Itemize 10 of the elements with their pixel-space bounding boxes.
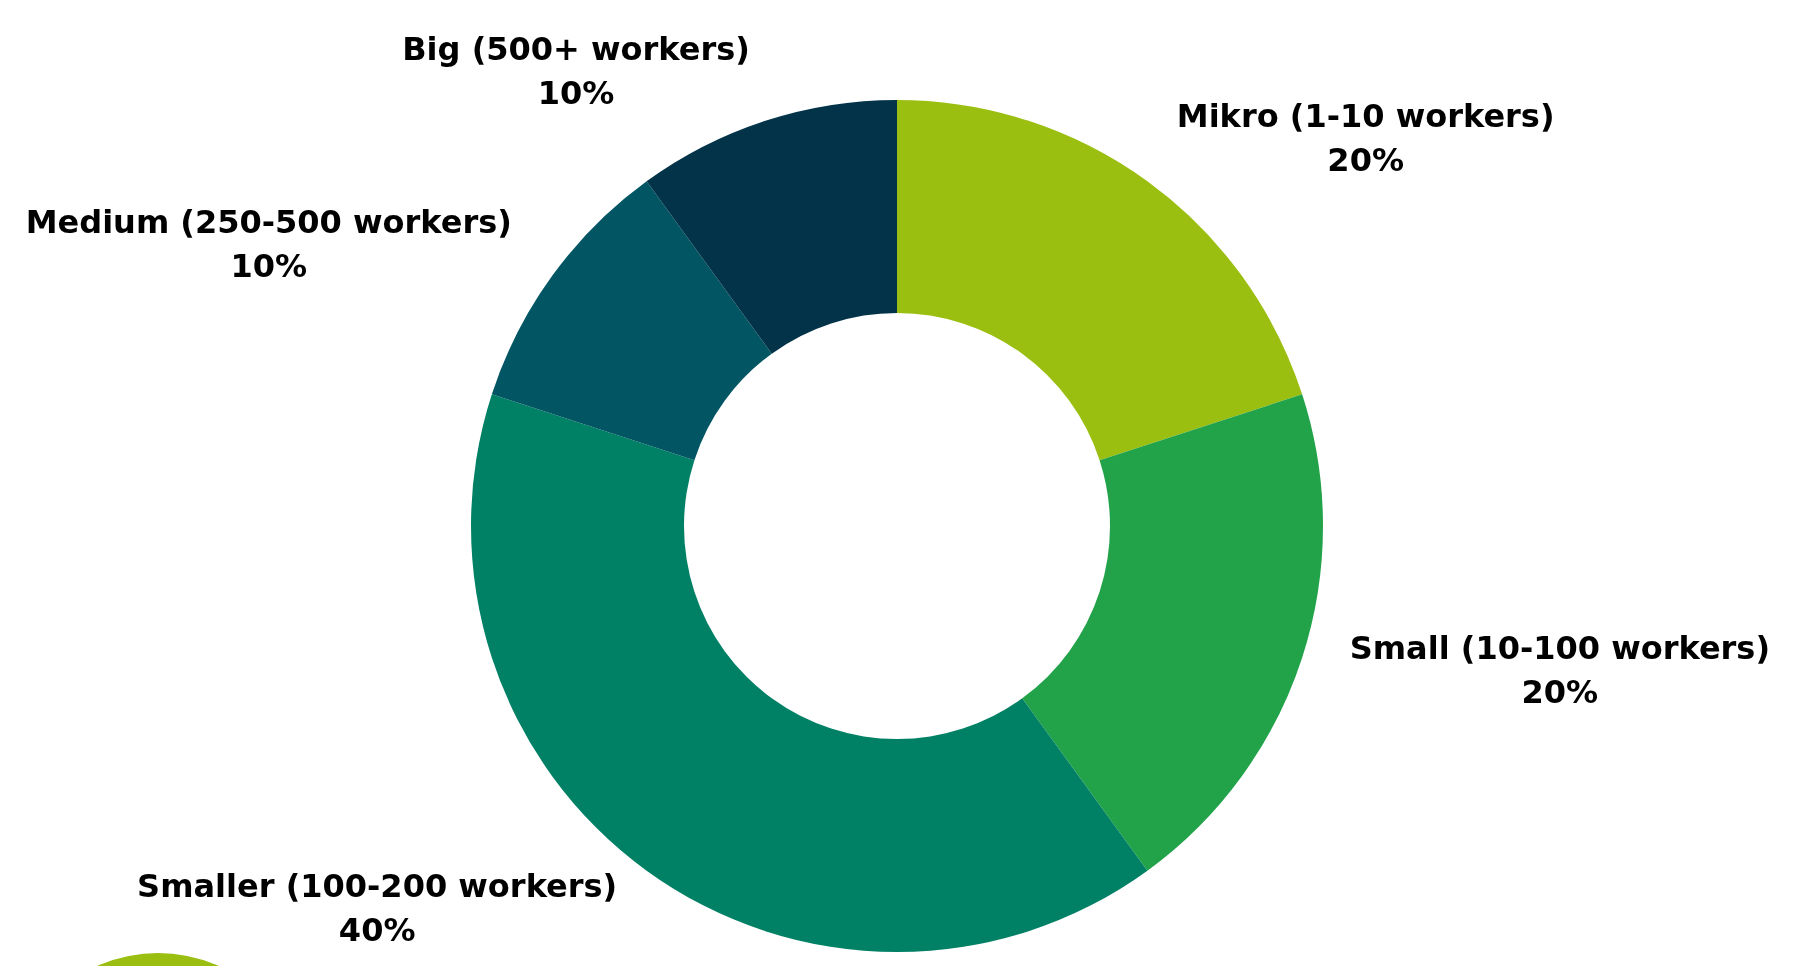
slice-label: Big (500+ workers) [402, 29, 750, 68]
data-label: 10% [537, 73, 615, 112]
slice-label: Medium (250-500 workers) [25, 202, 512, 241]
slice-label: Small (10-100 workers) [1349, 629, 1771, 668]
data-label: 20% [1521, 673, 1599, 712]
data-label: 10% [230, 246, 308, 285]
slice-label: Mikro (1-10 workers) [1176, 97, 1555, 136]
slice-label: Smaller (100-200 workers) [137, 867, 618, 906]
data-label: 20% [1327, 141, 1404, 180]
data-label: 40% [338, 911, 416, 950]
